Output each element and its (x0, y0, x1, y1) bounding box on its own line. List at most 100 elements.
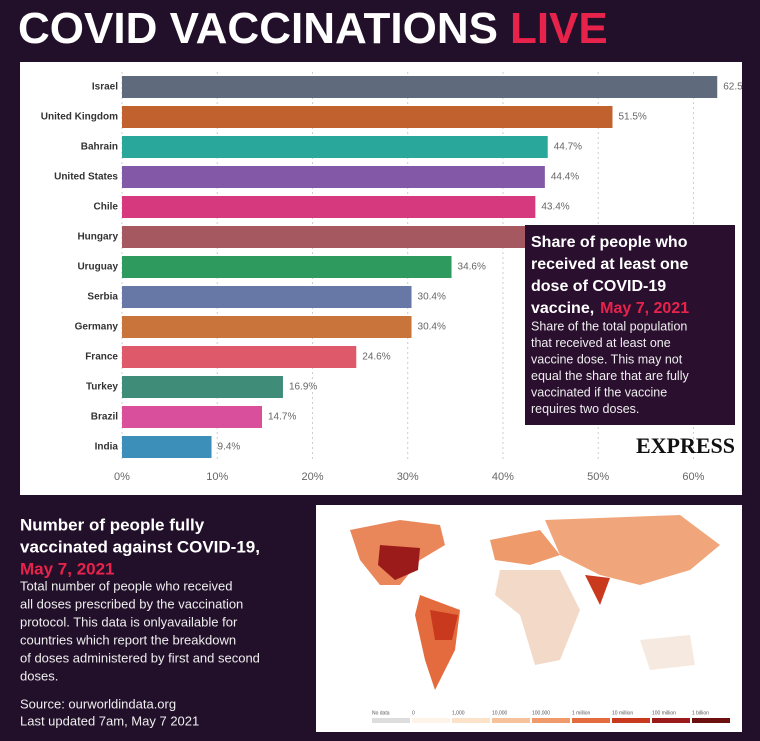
x-tick-label: 0% (114, 471, 130, 483)
value-label: 51.5% (618, 112, 646, 123)
usa (378, 545, 420, 580)
info-description: vaccinated if the vaccine (531, 385, 667, 399)
map-description: doses. (20, 668, 58, 683)
legend-label: 1 million (572, 710, 591, 716)
legend-label: 100 million (652, 710, 676, 716)
value-label: 24.6% (362, 352, 390, 363)
asia (545, 515, 720, 585)
map-description: protocol. This data is onlyavailable for (20, 614, 238, 629)
value-label: 44.7% (554, 142, 582, 153)
legend-label: 1 billion (692, 710, 709, 716)
legend-swatch (372, 718, 410, 723)
info-title: Share of people who (531, 234, 688, 251)
value-label: 9.4% (218, 442, 241, 453)
legend-label: 0 (412, 710, 415, 716)
brazil (430, 610, 458, 640)
value-label: 30.4% (418, 292, 446, 303)
legend-swatch (532, 718, 570, 723)
y-tick-label: Bahrain (81, 142, 118, 153)
info-title-last: vaccine, (531, 300, 594, 317)
info-description: requires two doses. (531, 402, 639, 416)
map-legend: No data 0 1,000 10,000 100,000 1 million 10 mi… (372, 710, 730, 723)
legend-swatch (572, 718, 610, 723)
y-tick-label: France (85, 352, 118, 363)
y-tick-label: Israel (92, 82, 118, 93)
india (585, 575, 610, 605)
x-tick-label: 50% (587, 471, 609, 483)
y-tick-label: Hungary (77, 232, 118, 243)
y-tick-label: United States (54, 172, 118, 183)
info-description: that received at least one (531, 336, 671, 350)
bar (122, 166, 545, 188)
legend-label: 100,000 (532, 710, 550, 716)
map-section: Number of people fully vaccinated against… (20, 515, 260, 728)
logo: EXPRESS (636, 433, 735, 458)
x-tick-label: 20% (301, 471, 323, 483)
bar (122, 436, 212, 458)
legend-label: 10,000 (492, 710, 508, 716)
title-main: COVID VACCINATIONS (18, 4, 498, 53)
x-tick-label: 60% (682, 471, 704, 483)
map-description: of doses administered by first and secon… (20, 650, 260, 665)
australia (640, 635, 695, 670)
source: Source: ourworldindata.org (20, 696, 176, 711)
map-title: vaccinated against COVID-19, (20, 537, 260, 556)
y-tick-label: Uruguay (77, 262, 118, 273)
y-tick-label: Chile (94, 202, 119, 213)
bar (122, 406, 262, 428)
bar (122, 286, 412, 308)
info-title: dose of COVID-19 (531, 278, 666, 295)
legend-swatch (452, 718, 490, 723)
info-description: vaccine dose. This may not (531, 352, 683, 366)
x-tick-label: 10% (206, 471, 228, 483)
info-box: Share of people who received at least one… (525, 225, 735, 425)
title-highlight: LIVE (510, 4, 608, 53)
bar (122, 346, 357, 368)
x-tick-label: 30% (397, 471, 419, 483)
info-description: Share of the total population (531, 319, 687, 333)
bar (122, 256, 452, 278)
y-tick-label: Turkey (86, 382, 118, 393)
info-description: equal the share that are fully (531, 369, 689, 383)
bar (122, 376, 283, 398)
value-label: 62.5 (723, 82, 743, 93)
y-tick-label: Serbia (87, 292, 118, 303)
value-label: 16.9% (289, 382, 317, 393)
y-tick-label: India (95, 442, 119, 453)
legend-label: No data (372, 710, 390, 716)
bar (122, 136, 548, 158)
info-title: received at least one (531, 256, 689, 273)
africa (495, 570, 580, 665)
x-tick-label: 40% (492, 471, 514, 483)
y-tick-label: United Kingdom (41, 112, 118, 123)
y-tick-label: Germany (75, 322, 119, 333)
updated: Last updated 7am, May 7 2021 (20, 713, 199, 728)
map (316, 505, 742, 732)
value-label: 44.4% (551, 172, 579, 183)
legend-swatch (692, 718, 730, 723)
legend-swatch (412, 718, 450, 723)
europe (490, 530, 560, 565)
bar (122, 316, 412, 338)
legend-swatch (652, 718, 690, 723)
y-tick-label: Brazil (91, 412, 118, 423)
bar (122, 226, 576, 248)
bar (122, 196, 536, 218)
map-date: May 7, 2021 (20, 559, 115, 578)
legend-swatch (612, 718, 650, 723)
info-box-bg (525, 225, 735, 425)
legend-swatch (492, 718, 530, 723)
legend-label: 10 million (612, 710, 633, 716)
info-date: May 7, 2021 (600, 300, 689, 317)
value-label: 30.4% (418, 322, 446, 333)
info-title: vaccine, May 7, 2021 (531, 300, 689, 317)
map-description: countries which report the breakdown (20, 632, 236, 647)
value-label: 43.4% (541, 202, 569, 213)
legend-label: 1,000 (452, 710, 465, 716)
value-label: 34.6% (458, 262, 486, 273)
bar (122, 106, 613, 128)
title: COVID VACCINATIONS LIVE (18, 4, 608, 53)
map-description: all doses prescribed by the vaccination (20, 596, 243, 611)
